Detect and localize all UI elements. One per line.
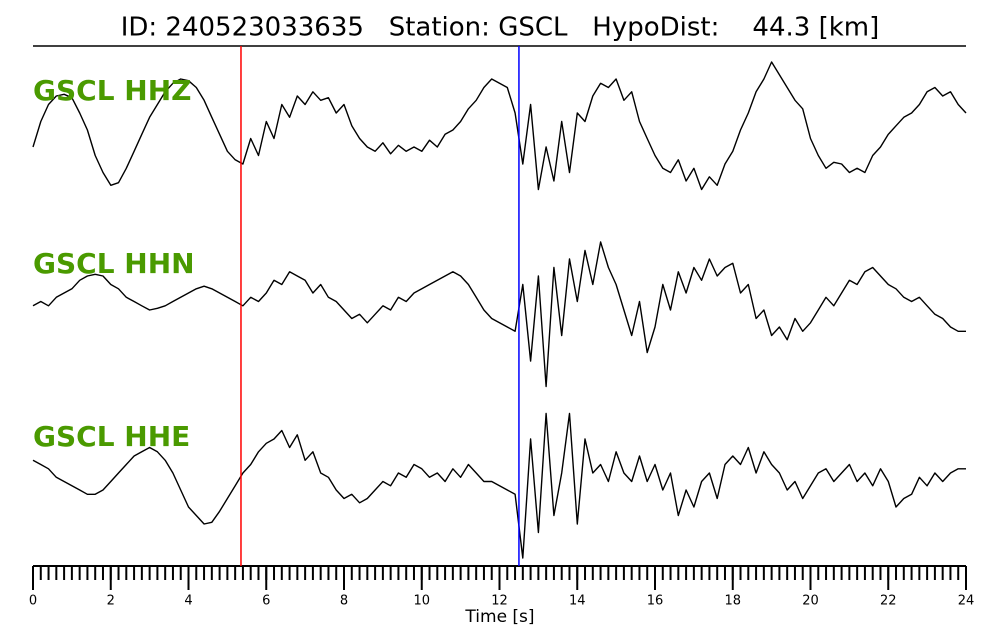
x-axis-label: Time [s] [464,607,534,627]
waveform [32,241,966,388]
waveform [32,61,967,191]
waveform [32,412,966,559]
x-tick-label: 10 [413,594,430,609]
x-tick-label: 12 [491,594,508,609]
x-tick-label: 2 [107,594,115,609]
x-tick-label: 8 [340,594,348,609]
trace-label: GSCL HHN [33,247,195,280]
trace-label: GSCL HHE [33,420,190,453]
x-tick-label: 6 [262,594,270,609]
x-tick-label: 18 [724,594,741,609]
x-tick-label: 14 [569,594,586,609]
trace-label: GSCL HHZ [33,74,191,107]
x-tick-label: 24 [958,594,975,609]
x-tick-label: 4 [184,594,192,609]
x-tick-label: 22 [880,594,897,609]
x-tick-label: 20 [802,594,819,609]
x-tick-label: 16 [647,594,664,609]
chart-title: ID: 240523033635 Station: GSCL HypoDist:… [121,13,880,43]
x-tick-label: 0 [29,594,37,609]
